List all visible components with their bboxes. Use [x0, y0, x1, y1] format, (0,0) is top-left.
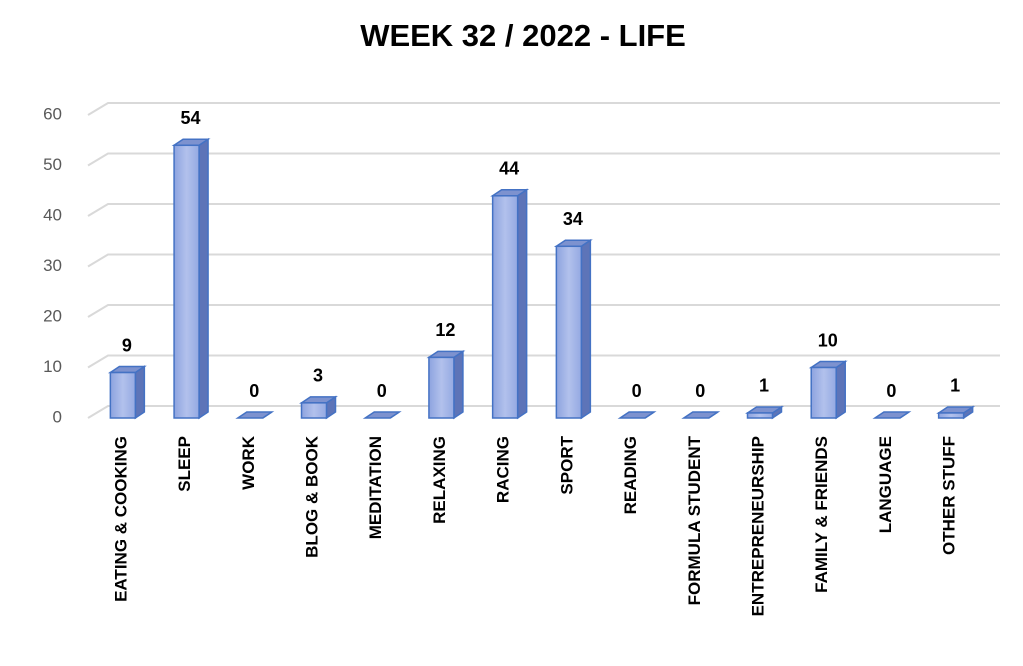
bar-top [362, 411, 402, 419]
data-label: 12 [435, 320, 455, 340]
y-tick-label: 0 [53, 407, 62, 426]
data-label: 0 [886, 381, 896, 401]
data-label: 0 [632, 381, 642, 401]
data-label: 34 [563, 209, 583, 229]
bar-top [617, 411, 657, 419]
bar-side [516, 188, 528, 420]
x-tick-label: ENTREPRENEURSHIP [748, 436, 767, 616]
data-label: 10 [818, 330, 838, 350]
bar-top [235, 411, 275, 419]
bar-top [872, 411, 912, 419]
data-label: 1 [759, 376, 769, 396]
x-tick-label: RACING [494, 436, 513, 503]
bar-side [134, 365, 146, 420]
data-label: 1 [950, 376, 960, 396]
x-tick-label: READING [621, 436, 640, 514]
x-tick-label: FORMULA STUDENT [685, 435, 704, 605]
y-tick-label: 20 [43, 306, 62, 325]
x-tick-label: BLOG & BOOK [302, 435, 321, 558]
x-tick-label: EATING & COOKING [111, 436, 130, 602]
data-label: 54 [181, 108, 201, 128]
bar-side [580, 238, 592, 420]
data-label: 44 [499, 159, 519, 179]
x-tick-label: WORK [239, 435, 258, 490]
y-tick-label: 40 [43, 205, 62, 224]
y-tick-label: 60 [43, 104, 62, 123]
bar [300, 402, 328, 419]
data-label: 0 [377, 381, 387, 401]
x-tick-label: FAMILY & FRIENDS [812, 436, 831, 593]
bar-side [198, 137, 209, 420]
bar [746, 412, 774, 419]
x-tick-label: MEDITATION [366, 436, 385, 539]
chart-title: WEEK 32 / 2022 - LIFE [360, 18, 686, 53]
x-tick-label: OTHER STUFF [940, 436, 959, 555]
bar [491, 195, 519, 419]
bar-top [681, 411, 721, 419]
grid-line [87, 152, 1000, 167]
x-tick-label: SPORT [557, 435, 576, 494]
bar-side [453, 349, 464, 420]
bar [555, 245, 583, 419]
bar [109, 371, 137, 419]
data-label: 0 [695, 381, 705, 401]
x-tick-label: SLEEP [175, 436, 194, 492]
x-tick-label: LANGUAGE [876, 436, 895, 533]
bar-side [835, 360, 846, 420]
bar [173, 144, 200, 419]
bar [937, 412, 965, 419]
y-tick-label: 30 [43, 256, 62, 275]
x-tick-label: RELAXING [430, 436, 449, 524]
y-tick-label: 50 [43, 155, 62, 174]
data-label: 0 [249, 381, 259, 401]
grid-line [87, 304, 1000, 318]
bar [810, 366, 837, 419]
data-label: 9 [122, 335, 132, 355]
y-tick-label: 10 [43, 357, 62, 376]
grid-line [87, 203, 1000, 217]
data-label: 3 [313, 366, 323, 386]
bar [428, 356, 455, 419]
grid-line [87, 405, 1000, 419]
grid-line [87, 354, 1000, 369]
grid-line [87, 102, 1000, 116]
grid-line [87, 253, 1000, 268]
